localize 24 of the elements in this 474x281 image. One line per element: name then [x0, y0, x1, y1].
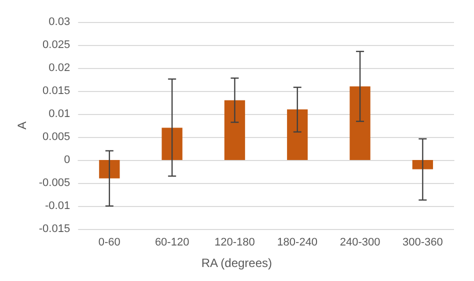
x-tick-label: 240-300: [340, 236, 380, 248]
y-tick-label: 0: [64, 154, 70, 166]
y-tick-label: -0.005: [38, 177, 70, 189]
x-tick-label: 60-120: [154, 236, 190, 248]
y-axis-title: A: [15, 121, 29, 130]
y-tick-label: 0.02: [48, 62, 70, 74]
bar: [224, 100, 246, 160]
x-tick-label: 180-240: [277, 236, 318, 248]
x-tick-label: 300-360: [402, 236, 443, 248]
x-tick-label: 120-180: [214, 236, 255, 248]
y-tick-label: -0.01: [45, 200, 70, 212]
y-tick-label: 0.03: [48, 16, 70, 28]
x-axis-title: RA (degrees): [201, 256, 272, 270]
x-tick-label: 0-60: [98, 236, 120, 248]
y-tick-label: 0.005: [42, 131, 70, 143]
y-tick-label: 0.01: [48, 108, 70, 120]
y-tick-label: 0.015: [42, 85, 70, 97]
bar: [162, 128, 182, 160]
bar: [99, 160, 120, 178]
bar: [350, 86, 370, 160]
bar: [287, 109, 308, 160]
bar: [412, 160, 434, 170]
y-tick-label: 0.025: [42, 39, 70, 51]
y-tick-label: -0.015: [38, 223, 70, 235]
